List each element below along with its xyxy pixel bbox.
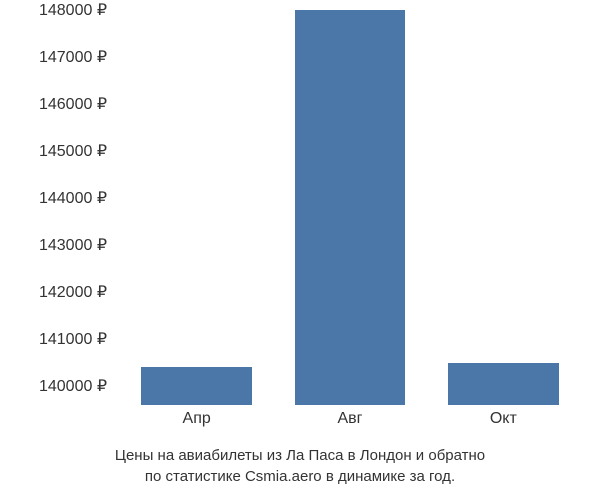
y-tick-label: 147000 ₽	[39, 47, 107, 67]
x-axis-labels: Апр Авг Окт	[120, 410, 580, 435]
y-tick-label: 146000 ₽	[39, 94, 107, 114]
bar	[448, 363, 558, 405]
bar	[141, 367, 251, 405]
y-tick-label: 145000 ₽	[39, 141, 107, 161]
chart-caption: Цены на авиабилеты из Ла Паса в Лондон и…	[0, 445, 600, 487]
plot-area	[120, 10, 580, 405]
y-tick-label: 148000 ₽	[39, 0, 107, 20]
x-tick-label: Авг	[337, 410, 362, 428]
price-chart: 140000 ₽ 141000 ₽ 142000 ₽ 143000 ₽ 144000 ₽…	[0, 0, 600, 500]
y-tick-label: 144000 ₽	[39, 188, 107, 208]
y-tick-label: 142000 ₽	[39, 282, 107, 302]
x-tick-label: Апр	[183, 410, 211, 428]
x-tick-label: Окт	[490, 410, 517, 428]
bar	[295, 10, 405, 405]
caption-line-2: по статистике Csmia.aero в динамике за г…	[145, 468, 455, 485]
y-tick-label: 141000 ₽	[39, 329, 107, 349]
y-tick-label: 143000 ₽	[39, 235, 107, 255]
y-axis-labels: 140000 ₽ 141000 ₽ 142000 ₽ 143000 ₽ 144000 ₽…	[0, 10, 115, 405]
y-tick-label: 140000 ₽	[39, 376, 107, 396]
caption-line-1: Цены на авиабилеты из Ла Паса в Лондон и…	[115, 447, 485, 464]
